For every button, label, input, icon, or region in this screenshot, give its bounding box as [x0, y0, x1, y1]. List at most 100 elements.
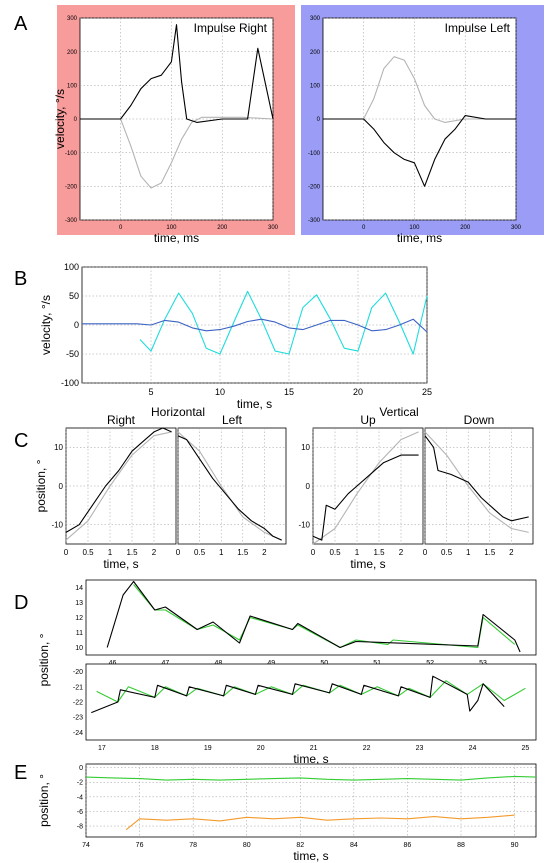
d-top-ylabel: position, °	[37, 633, 51, 686]
c-horizontal-right-ytick-label: -10	[51, 520, 63, 529]
b-ytick-label: 50	[69, 291, 79, 301]
a-right-ytick-label: -100	[65, 151, 78, 157]
c-vertical-up-plot-area	[312, 427, 424, 545]
c-horizontal-left-xtick-label: 0	[176, 548, 181, 557]
a-left-xtick-label: 300	[511, 225, 522, 231]
a-right-title: Impulse Right	[194, 21, 268, 35]
a-left-ytick-label: 100	[310, 83, 321, 89]
b-xtick-label: 10	[215, 387, 225, 397]
c-vertical-up-xtick-label: 0.5	[329, 548, 341, 557]
c-vertical-down-xtick-label: 0	[423, 548, 428, 557]
c-horizontal-left-xtick-label: 0.5	[194, 548, 206, 557]
c-vertical-down-xtick-label: 0.5	[441, 548, 453, 557]
d-bottom-xlabel: time, s	[293, 752, 328, 766]
c-vertical-up-ytick-label: -10	[298, 520, 310, 529]
c-vertical-up-xlabel: time, s	[350, 557, 385, 571]
e-xlabel: time, s	[293, 849, 328, 863]
b-ylabel: velocity, °/s	[39, 295, 53, 355]
e-xtick-label: 84	[350, 842, 358, 849]
a-left-xtick-label: 0	[362, 225, 366, 231]
panel-letter-b: B	[14, 268, 27, 290]
c-vertical-up-ytick-label: 10	[301, 443, 310, 452]
b-ytick-label: 0	[74, 320, 79, 330]
c-horizontal-right-ytick-label: 10	[54, 443, 63, 452]
panel-letter-e: E	[14, 762, 27, 784]
c-horizontal-right-ytick-label: 0	[59, 482, 64, 491]
a-left-ytick-label: 300	[310, 16, 321, 22]
e-ylabel: position, °	[37, 774, 51, 827]
a-right-ylabel: velocity, °/s	[53, 89, 67, 149]
b-xtick-label: 5	[148, 387, 153, 397]
d-bottom-xtick-label: 17	[98, 745, 106, 752]
a-right-series-head-line	[80, 116, 274, 189]
d-bottom-xtick-label: 25	[522, 745, 530, 752]
e-ytick-label: -4	[77, 794, 83, 801]
c-horizontal-right-xtick-label: 1	[108, 548, 113, 557]
a-right-ytick-label: -300	[65, 218, 78, 224]
c-vertical-down-xtick-label: 2	[509, 548, 514, 557]
b-ytick-label: 100	[64, 262, 79, 272]
d-top-xtick-label: 50	[320, 660, 328, 667]
c-horizontal-left-xtick-label: 2	[262, 548, 267, 557]
panel-letter-d: D	[14, 592, 28, 614]
a-left-ytick-label: 0	[317, 117, 321, 123]
c-vertical-down-series-eye-line	[424, 435, 529, 522]
a-right-xtick-label: 200	[217, 225, 228, 231]
e-ytick-label: -6	[77, 809, 83, 816]
c-vertical-up-title: Up	[360, 413, 376, 427]
a-left-ytick-label: -200	[308, 184, 321, 190]
d-top-ytick-label: 11	[76, 630, 83, 637]
a-right-xtick-label: 0	[119, 225, 123, 231]
d-bottom-ytick-label: -24	[73, 730, 83, 737]
a-left-ytick-label: -100	[308, 151, 321, 157]
b-ytick-label: -50	[66, 349, 79, 359]
c-vertical-up-series-eye-line	[312, 454, 419, 541]
e-xtick-label: 88	[457, 842, 465, 849]
d-bottom-xtick-label: 20	[257, 745, 265, 752]
a-left-ytick-label: -300	[308, 218, 321, 224]
group-label-horizontal: Horizontal	[151, 405, 205, 419]
c-horizontal-left-xtick-label: 1.5	[237, 548, 249, 557]
a-left-ytick-label: 200	[310, 50, 321, 56]
c-horizontal-right-xtick-label: 0.5	[82, 548, 94, 557]
c-horizontal-left-xtick-label: 1	[219, 548, 224, 557]
a-right-xtick-label: 300	[268, 225, 279, 231]
d-bottom-xtick-label: 23	[416, 745, 424, 752]
a-right-ytick-label: 0	[74, 117, 78, 123]
a-left-series-eye-line	[323, 115, 516, 187]
d-bottom-ytick-label: -22	[73, 699, 83, 706]
d-top-ytick-label: 10	[75, 645, 83, 652]
panel-letter-c: C	[14, 430, 28, 452]
a-right-ytick-label: -200	[65, 184, 78, 190]
d-top-xtick-label: 49	[267, 660, 275, 667]
c-horizontal-right-xtick-label: 0	[64, 548, 69, 557]
c-horizontal-right-xtick-label: 1.5	[126, 548, 138, 557]
c-horizontal-right-xtick-label: 2	[152, 548, 157, 557]
c-vertical-down-xtick-label: 1.5	[484, 548, 496, 557]
b-xtick-label: 15	[284, 387, 294, 397]
c-vertical-up-ytick-label: 0	[306, 482, 311, 491]
d-top-xtick-label: 46	[109, 660, 117, 667]
c-horizontal-left-title: Left	[222, 413, 243, 427]
e-xtick-label: 74	[82, 842, 90, 849]
d-top-ytick-label: 14	[75, 585, 83, 592]
c-vertical-down-title: Down	[464, 413, 495, 427]
e-xtick-label: 90	[511, 842, 519, 849]
d-bottom-xtick-label: 18	[151, 745, 159, 752]
d-top-xtick-label: 48	[214, 660, 222, 667]
c-horizontal-right-series-eye-line	[65, 427, 172, 533]
b-xtick-label: 25	[422, 387, 432, 397]
a-left-xtick-label: 200	[460, 225, 471, 231]
c-vertical-up-xtick-label: 0	[311, 548, 316, 557]
c-horizontal-right-series-target-line	[65, 431, 172, 541]
c-horizontal-left-series-eye-line	[177, 435, 282, 541]
d-bottom-series-fast-line	[91, 675, 505, 714]
d-top-xtick-label: 53	[479, 660, 487, 667]
e-ytick-label: 0	[79, 765, 83, 772]
c-horizontal-right-ylabel: position, °	[34, 459, 48, 512]
e-xtick-label: 80	[243, 842, 251, 849]
b-series-eye-line	[82, 318, 428, 333]
b-xtick-label: 20	[353, 387, 363, 397]
d-bottom-ytick-label: -21	[73, 684, 83, 691]
panel-letter-a: A	[14, 13, 28, 35]
